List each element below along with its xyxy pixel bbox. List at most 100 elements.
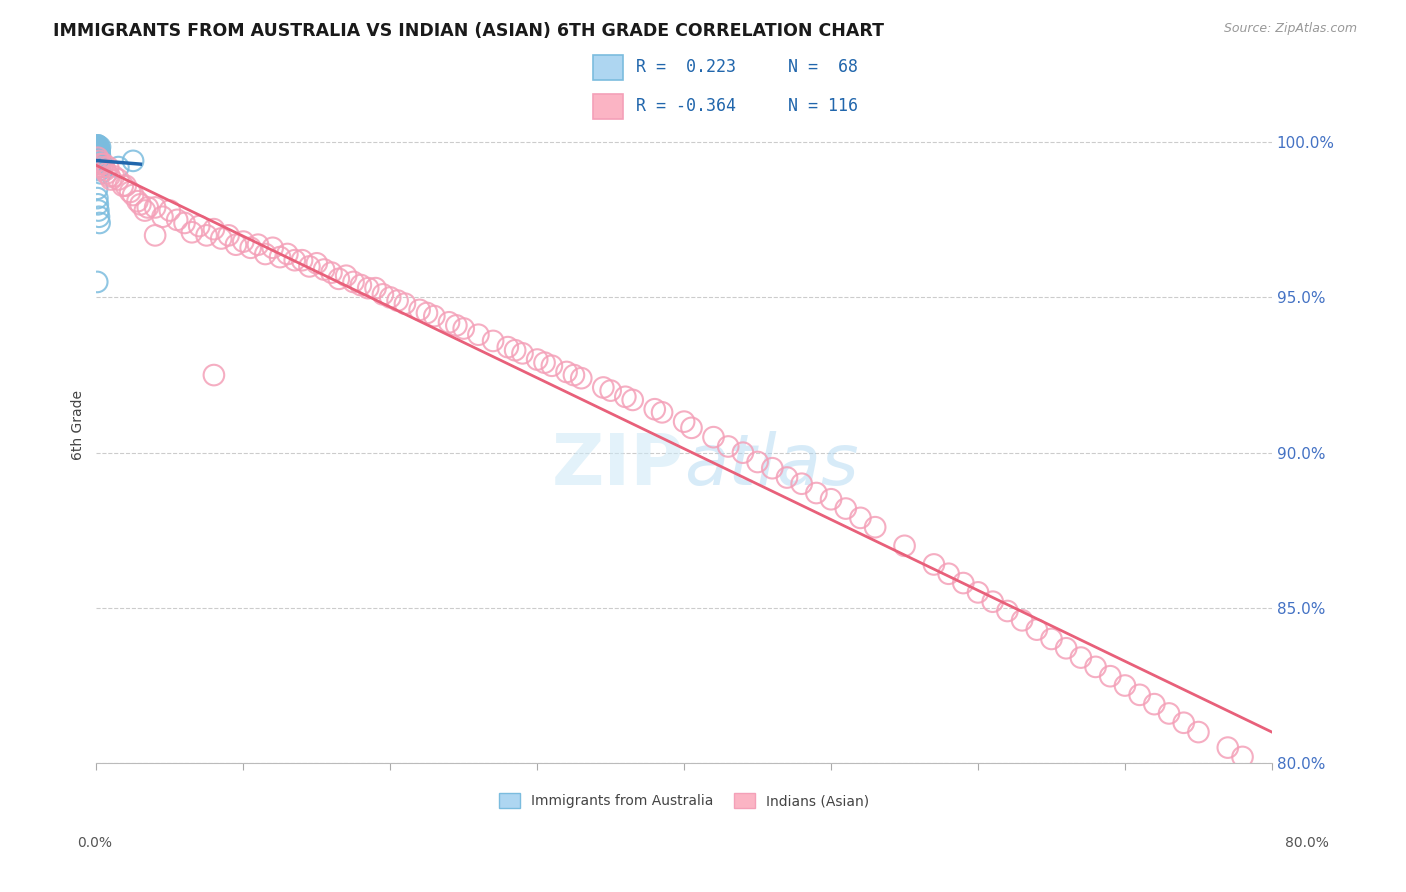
Point [592,380,614,394]
Point [86,140,108,154]
Point [89,147,111,161]
Point [87,141,110,155]
Point [89,151,111,165]
Point [89,149,111,163]
Point [357,281,380,295]
Point [122,188,145,202]
Point [1187,725,1209,739]
Point [86,182,108,196]
Text: N =  68: N = 68 [789,59,858,77]
FancyBboxPatch shape [593,54,623,80]
Point [731,445,754,459]
Point [254,247,277,261]
Point [127,194,149,209]
Point [86,145,108,159]
Point [89,146,111,161]
Point [482,334,505,348]
Point [1025,623,1047,637]
Point [96,166,118,180]
Point [87,141,110,155]
Point [305,256,328,270]
Point [761,461,783,475]
Point [239,241,262,255]
Point [446,318,468,333]
Point [89,153,111,168]
Point [89,160,111,174]
Point [89,147,111,161]
Point [89,163,111,178]
Point [86,140,108,154]
Point [503,343,526,358]
Text: 0.0%: 0.0% [77,836,112,850]
Point [747,455,769,469]
Point [681,421,703,435]
Point [87,138,110,153]
Point [467,327,489,342]
Point [152,210,174,224]
Point [86,143,108,157]
Legend: Immigrants from Australia, Indians (Asian): Immigrants from Australia, Indians (Asia… [494,788,875,814]
Point [644,402,666,417]
Text: ZIP: ZIP [553,431,685,500]
Point [86,145,108,159]
Point [533,356,555,370]
Point [453,321,475,335]
Point [87,140,110,154]
Point [87,147,110,161]
Point [555,365,578,379]
Point [120,185,142,199]
Point [107,160,129,174]
Point [790,476,813,491]
Point [87,147,110,161]
Point [408,302,430,317]
FancyBboxPatch shape [593,94,623,120]
Point [1099,669,1122,683]
Point [1070,650,1092,665]
Point [86,146,108,161]
Point [97,160,120,174]
Point [87,145,110,159]
Point [276,247,298,261]
Point [232,235,254,249]
Point [496,340,519,354]
Point [87,143,110,157]
Text: R = -0.364: R = -0.364 [637,97,737,115]
Point [1173,715,1195,730]
Point [967,585,990,599]
Point [100,172,122,186]
Point [922,558,945,572]
Point [1129,688,1152,702]
Point [87,151,110,165]
Point [94,163,117,178]
Point [284,253,307,268]
Point [86,141,108,155]
Point [364,281,387,295]
Point [1011,613,1033,627]
Point [86,141,108,155]
Point [103,169,125,184]
Point [328,272,350,286]
Point [423,309,446,323]
Point [569,371,592,385]
Point [350,278,373,293]
Point [87,149,110,163]
Point [86,138,108,153]
Point [394,296,416,310]
Point [599,384,621,398]
Text: 80.0%: 80.0% [1285,836,1329,850]
Point [166,212,188,227]
Point [863,520,886,534]
Point [371,287,394,301]
Point [89,145,111,159]
Point [952,576,974,591]
Point [134,203,156,218]
Point [114,178,136,193]
Point [87,151,110,165]
Point [136,201,159,215]
Point [87,203,110,218]
Point [416,306,439,320]
Point [291,253,314,268]
Point [90,157,112,171]
Point [673,415,696,429]
Point [87,151,110,165]
